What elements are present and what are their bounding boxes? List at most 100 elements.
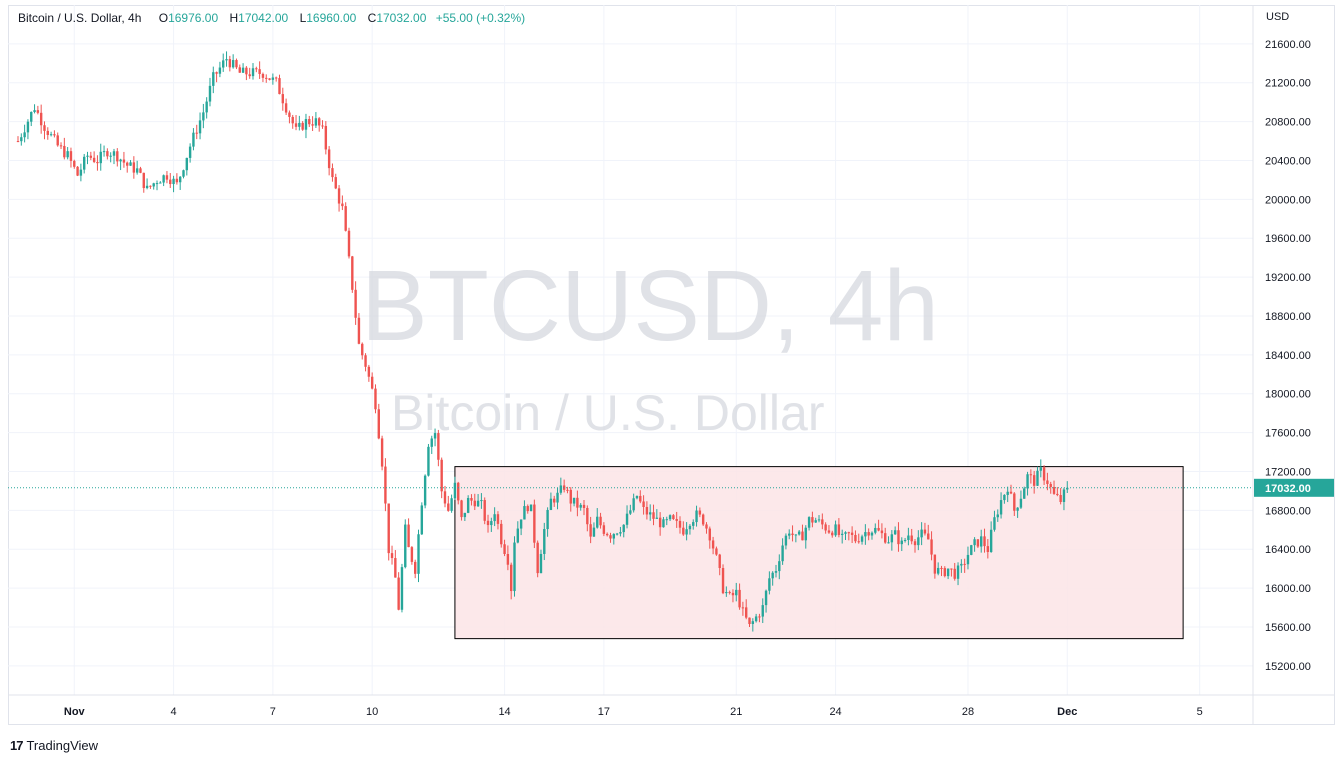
candle-body	[284, 103, 288, 113]
y-tick-label: 20400.00	[1265, 155, 1311, 167]
candle-body	[857, 541, 860, 543]
candle-body	[596, 516, 599, 528]
candle-body	[466, 498, 470, 513]
open-value: 16976.00	[168, 11, 219, 25]
candle-body	[695, 510, 698, 523]
candle-body	[1013, 493, 1016, 511]
candle-body	[457, 482, 460, 501]
candle-body	[582, 504, 586, 508]
candle-body	[781, 545, 784, 562]
candle-body	[410, 547, 414, 562]
candle-body	[26, 121, 30, 133]
candle-body	[324, 125, 328, 150]
candle-body	[927, 533, 930, 540]
candle-body	[556, 492, 559, 503]
candle-body	[834, 524, 837, 536]
candle-body	[903, 539, 907, 541]
candle-body	[1019, 498, 1023, 508]
candle-body	[1066, 487, 1069, 490]
currency-label[interactable]: USD	[1266, 11, 1290, 23]
candle-body	[135, 168, 139, 173]
candle-body	[1029, 474, 1033, 476]
candle-body	[36, 110, 40, 113]
candle-body	[175, 178, 179, 183]
candle-body	[1042, 467, 1046, 481]
candle-body	[811, 517, 814, 523]
candle-body	[966, 554, 970, 565]
candle-body	[281, 94, 284, 104]
candle-body	[870, 532, 874, 536]
y-tick-label: 17200.00	[1265, 466, 1311, 478]
candle-body	[251, 68, 255, 77]
candle-body	[357, 317, 361, 344]
candle-body	[185, 157, 189, 171]
candle-body	[513, 542, 516, 592]
candle-body	[619, 532, 622, 534]
candle-body	[516, 528, 520, 543]
candle-body	[589, 524, 592, 537]
candle-body	[615, 533, 619, 535]
candle-body	[748, 617, 751, 625]
candle-body	[433, 433, 437, 439]
candle-body	[443, 491, 447, 504]
candle-body	[1032, 475, 1036, 486]
candle-body	[579, 504, 582, 508]
candle-body	[215, 72, 218, 74]
high-value: 17042.00	[238, 11, 289, 25]
candle-body	[605, 533, 609, 536]
candle-body	[794, 534, 798, 536]
candle-body	[354, 289, 357, 318]
candle-body	[308, 119, 311, 125]
candle-body	[1006, 491, 1009, 495]
candle-body	[341, 203, 344, 207]
candle-body	[840, 533, 844, 535]
candle-body	[337, 188, 341, 204]
candle-body	[1036, 470, 1039, 486]
candle-body	[473, 500, 476, 507]
tradingview-brand: TradingView	[26, 738, 99, 753]
candle-body	[23, 132, 26, 138]
candle-body	[738, 589, 741, 608]
candle-body	[923, 529, 927, 534]
candle-body	[476, 500, 480, 507]
candle-body	[807, 517, 811, 528]
candle-body	[500, 523, 503, 545]
candle-body	[126, 162, 129, 166]
candle-body	[347, 230, 351, 257]
price-chart[interactable]: BTCUSD, 4h Bitcoin / U.S. Dollar 17032.0…	[8, 5, 1335, 725]
y-tick-label: 19600.00	[1265, 233, 1311, 245]
candle-body	[261, 73, 265, 78]
candle-body	[53, 134, 56, 136]
x-tick-label: 4	[171, 706, 177, 718]
candle-body	[49, 134, 53, 136]
candle-body	[69, 151, 73, 161]
candle-body	[586, 507, 589, 525]
candle-body	[768, 578, 771, 591]
candle-body	[953, 568, 956, 579]
candle-body	[427, 446, 430, 476]
candle-body	[198, 120, 202, 134]
candle-body	[271, 77, 275, 80]
candle-body	[188, 146, 192, 158]
candle-body	[417, 534, 420, 574]
y-tick-label: 19200.00	[1265, 272, 1311, 284]
candle-body	[228, 59, 232, 68]
candle-body	[89, 155, 93, 158]
candle-body	[1046, 480, 1049, 484]
candle-body	[265, 77, 268, 79]
candle-body	[311, 124, 314, 126]
footer-branding[interactable]: 17 TradingView	[10, 738, 98, 753]
candle-body	[327, 149, 331, 169]
candle-body	[612, 534, 615, 539]
candle-body	[318, 118, 321, 126]
candle-body	[764, 590, 768, 606]
candle-body	[16, 141, 20, 143]
candle-body	[437, 433, 440, 460]
ohlc-readout: O16976.00 H17042.00 L16960.00 C17032.00 …	[151, 11, 525, 25]
candle-body	[56, 135, 59, 146]
candle-body	[920, 529, 923, 538]
y-tick-label: 17600.00	[1265, 428, 1311, 440]
symbol-title[interactable]: Bitcoin / U.S. Dollar, 4h	[18, 11, 142, 25]
y-tick-label: 18000.00	[1265, 389, 1311, 401]
candle-body	[533, 504, 536, 543]
